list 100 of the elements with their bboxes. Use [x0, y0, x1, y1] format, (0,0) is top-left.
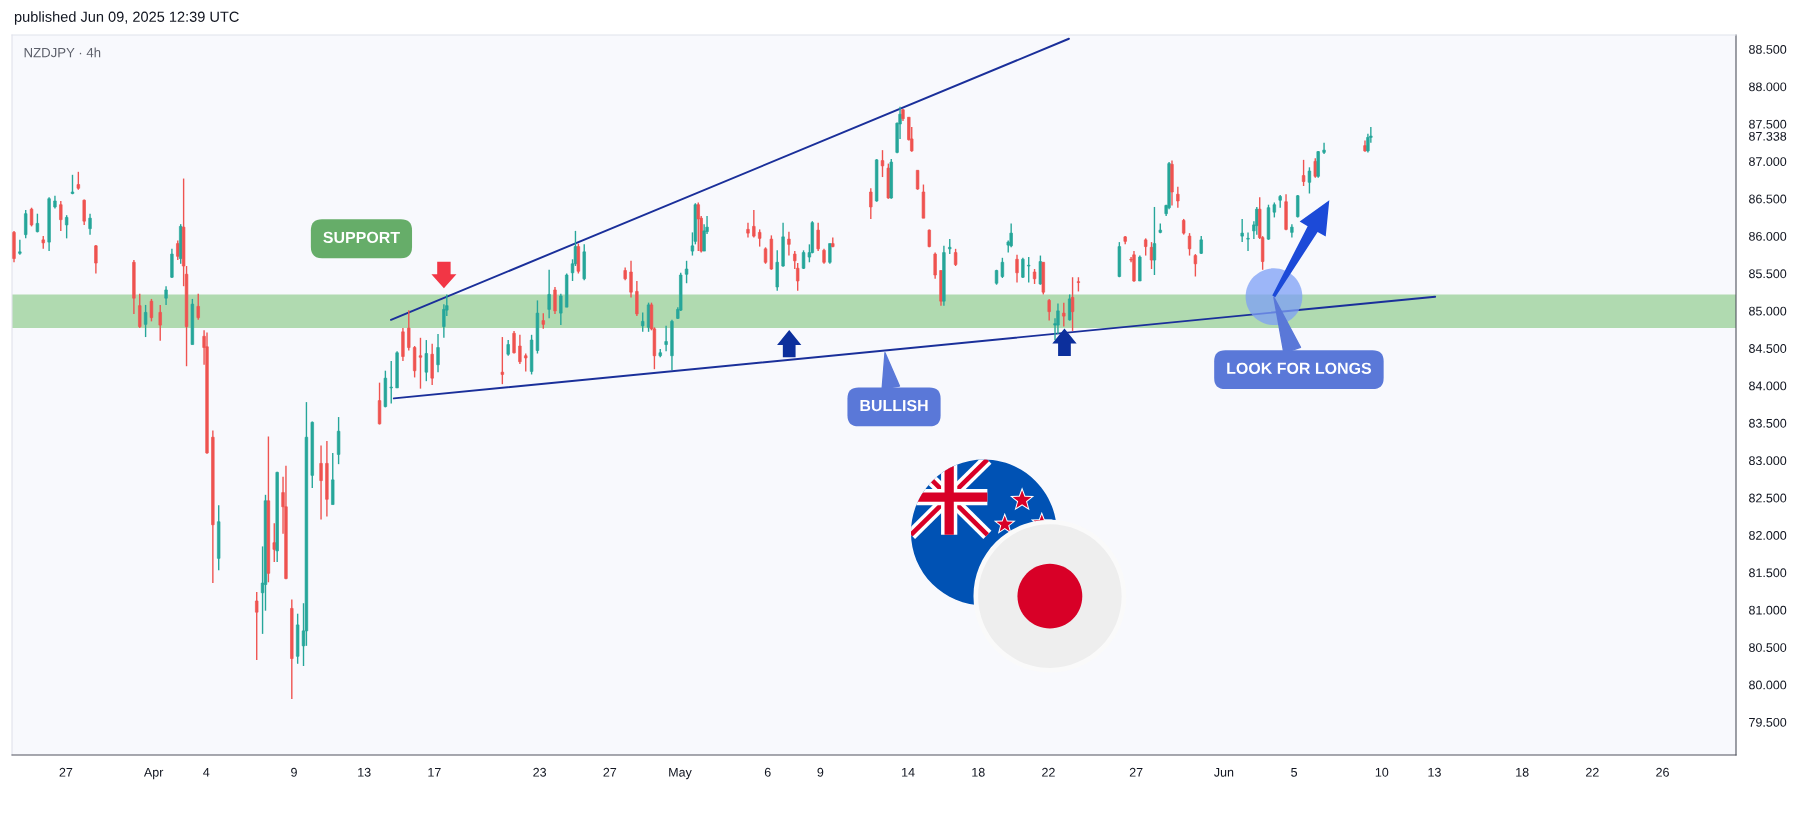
- candlestick: [1067, 293, 1072, 322]
- candlestick: [138, 292, 142, 329]
- x-tick-label: 27: [603, 767, 617, 777]
- candlestick: [407, 309, 411, 352]
- candlestick: [635, 280, 639, 317]
- candlestick: [559, 292, 563, 326]
- candlestick: [933, 251, 937, 280]
- candlestick: [816, 221, 820, 252]
- annotation: LOOK FOR LONGS: [1227, 362, 1372, 374]
- x-tick-label: 23: [533, 767, 547, 777]
- y-tick-label: 87.000: [1749, 157, 1787, 167]
- x-tick-label: 14: [902, 767, 915, 777]
- candlestick: [1240, 218, 1244, 243]
- x-tick-label: 10: [1375, 767, 1389, 777]
- candlestick: [787, 230, 791, 257]
- candlestick: [641, 311, 645, 333]
- candlestick: [1015, 254, 1019, 284]
- candlestick: [1152, 206, 1157, 276]
- x-tick-label: 4: [203, 767, 210, 777]
- candlestick: [752, 209, 756, 239]
- candlestick: [684, 260, 689, 284]
- candlestick: [828, 242, 832, 265]
- candlestick: [143, 304, 148, 338]
- candlestick: [336, 416, 341, 465]
- y-tick-label: 84.000: [1749, 381, 1787, 391]
- candlestick: [1176, 186, 1180, 209]
- candlestick: [412, 345, 417, 379]
- y-tick-label: 79.500: [1749, 717, 1787, 727]
- candlestick: [1246, 231, 1250, 252]
- y-tick-label: 82.000: [1749, 530, 1787, 540]
- candlestick: [746, 221, 750, 239]
- annotation: SUPPORT: [323, 231, 400, 244]
- candlestick: [629, 260, 633, 299]
- candlestick: [389, 360, 393, 405]
- x-tick-label: 17: [428, 767, 441, 777]
- y-tick-label: 86.000: [1749, 231, 1787, 241]
- y-tick-label: 82.500: [1749, 493, 1787, 503]
- candlestick: [170, 248, 174, 279]
- x-tick-label: 5: [1291, 767, 1298, 777]
- candlestick: [1062, 301, 1066, 328]
- candlestick: [1038, 254, 1043, 286]
- candlestick: [18, 239, 22, 256]
- y-tick-label: 85.500: [1749, 269, 1787, 279]
- candlestick: [176, 239, 180, 261]
- y-tick-label: 87.500: [1749, 119, 1787, 129]
- candlestick: [1021, 257, 1025, 279]
- y-tick-label: 83.500: [1749, 418, 1787, 428]
- x-tick-label: 9: [817, 767, 824, 777]
- x-tick-label: 13: [1428, 767, 1441, 777]
- x-tick-label: 27: [1129, 767, 1143, 777]
- candlestick: [64, 214, 69, 240]
- x-tick-label: 9: [291, 767, 297, 777]
- candlestick: [869, 187, 873, 220]
- candlestick: [24, 209, 28, 240]
- x-tick-label: 18: [1516, 767, 1529, 777]
- x-tick-label: 22: [1586, 767, 1599, 777]
- candlestick: [424, 339, 428, 382]
- candlestick: [1047, 298, 1051, 322]
- candlestick: [1070, 276, 1075, 332]
- candlestick: [94, 244, 98, 275]
- candlestick: [1138, 254, 1142, 282]
- candlestick: [880, 149, 885, 178]
- y-tick-label: 88.500: [1749, 45, 1787, 54]
- candlestick: [196, 292, 200, 321]
- x-tick-label: 27: [59, 767, 73, 777]
- y-tick-label: 81.000: [1749, 605, 1787, 615]
- candlestick: [88, 212, 92, 236]
- annotation: BULLISH: [860, 399, 928, 412]
- candlestick: [1027, 256, 1031, 284]
- candlestick: [436, 333, 440, 373]
- y-tick-label: 88.000: [1749, 82, 1787, 92]
- candlestick: [547, 269, 551, 320]
- candlestick: [1313, 157, 1317, 179]
- x-tick-label: 6: [764, 767, 771, 777]
- x-tick-label: 26: [1656, 767, 1669, 777]
- candlestick: [664, 325, 668, 352]
- candlestick: [82, 198, 86, 226]
- candlestick: [1009, 222, 1013, 249]
- candlestick: [1187, 232, 1192, 257]
- x-tick-label: May: [669, 767, 692, 780]
- y-tick-label: 85.000: [1749, 306, 1787, 316]
- candlestick: [59, 200, 63, 232]
- candlestick: [915, 169, 920, 191]
- x-tick-label: 22: [1042, 767, 1055, 777]
- candlestick: [164, 285, 168, 306]
- y-tick-label: 86.500: [1749, 194, 1787, 204]
- candlestick: [255, 591, 259, 661]
- candlestick: [272, 522, 276, 563]
- y-tick-label: 80.500: [1749, 643, 1787, 652]
- candlestick: [512, 330, 516, 355]
- candlestick: [418, 337, 423, 390]
- x-tick-label: Apr: [143, 767, 164, 780]
- candlestick: [319, 444, 323, 521]
- text: NZDJPY · 4h: [24, 47, 101, 58]
- y-tick-label: 80.000: [1749, 680, 1787, 690]
- x-tick-label: 13: [358, 767, 371, 777]
- y-tick-label: 87.338: [1749, 131, 1787, 141]
- y-tick-label: 84.500: [1749, 344, 1787, 353]
- text: published Jun 09, 2025 12:39 UTC: [14, 11, 239, 25]
- candlestick: [430, 343, 434, 386]
